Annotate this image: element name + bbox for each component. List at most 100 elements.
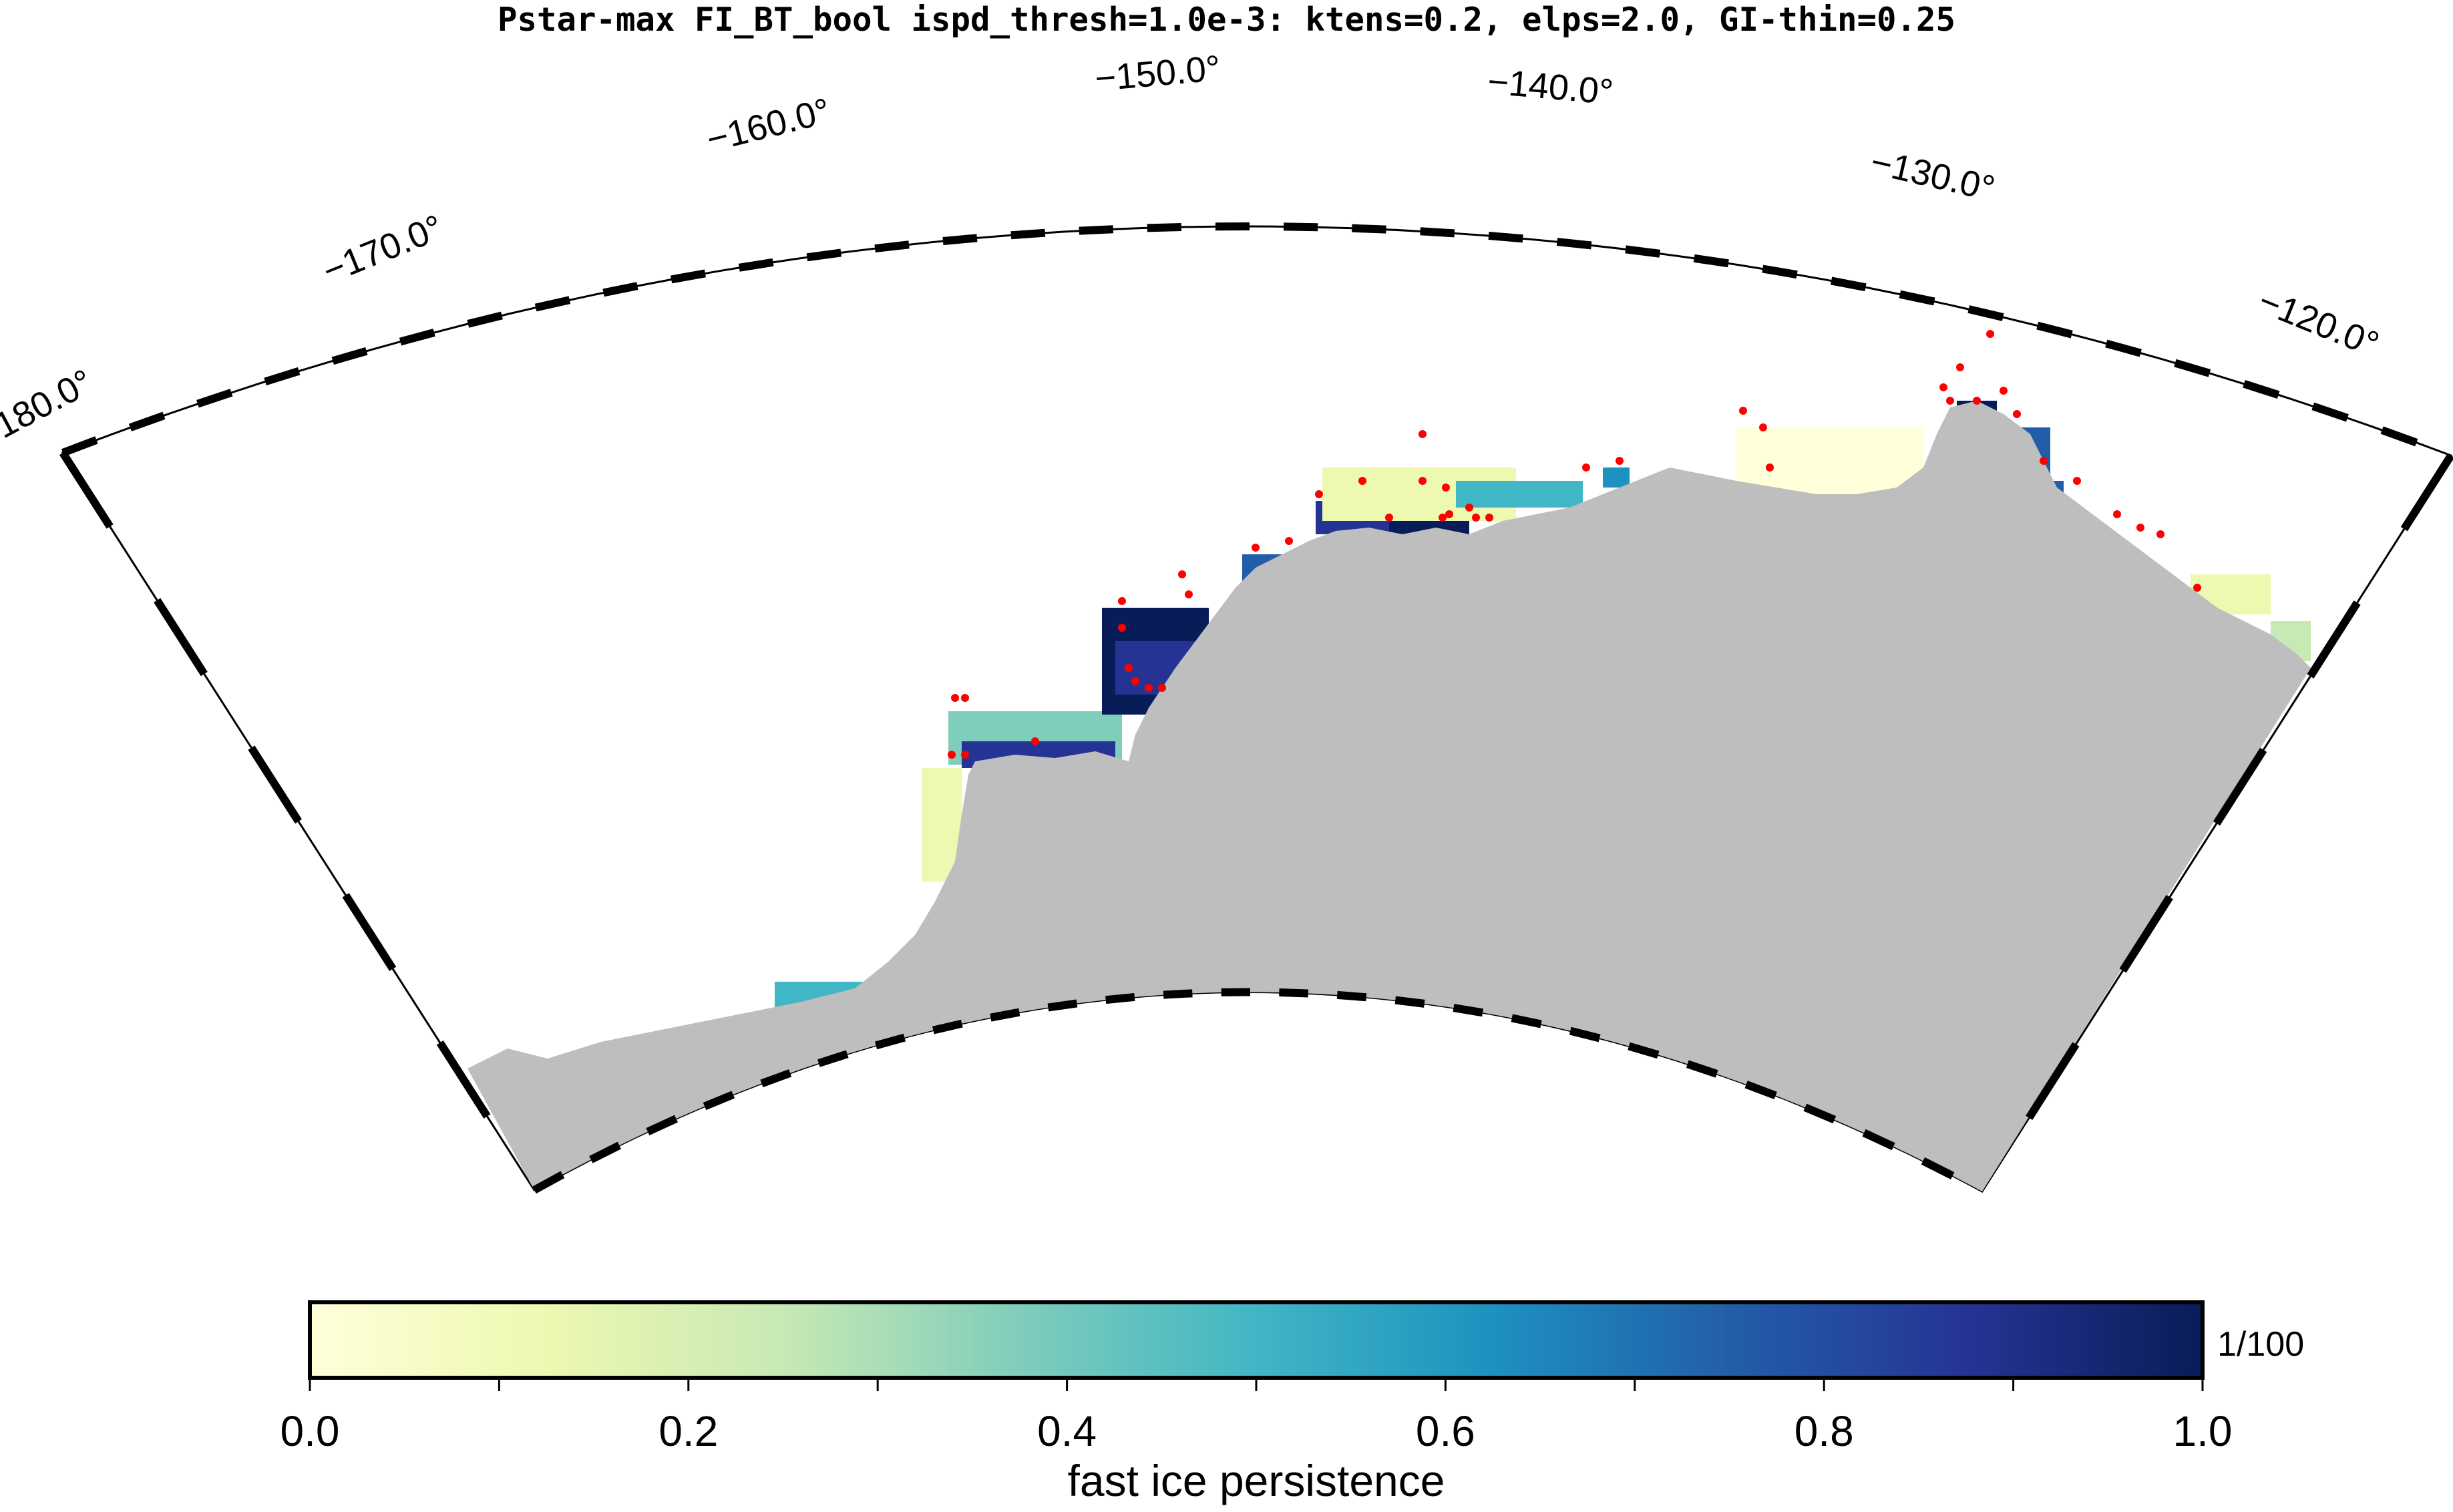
colorbar-axis-label: fast ice persistence <box>1068 1456 1445 1505</box>
grounded-iceberg-marker <box>1956 363 1964 371</box>
grounded-iceberg-marker <box>1385 514 1393 522</box>
grounded-iceberg-marker <box>1358 477 1366 485</box>
frame-segment <box>602 282 638 297</box>
colorbar-tick-label: 0.6 <box>1416 1407 1475 1455</box>
grounded-iceberg-marker <box>951 694 959 702</box>
grounded-iceberg-marker <box>1118 597 1126 605</box>
frame-segment <box>671 269 706 284</box>
grounded-iceberg-marker <box>1465 504 1473 512</box>
frame-segment <box>534 296 571 312</box>
frame-segment <box>1830 276 1867 292</box>
frame-segment <box>1163 989 1193 999</box>
frame-segment <box>806 248 842 262</box>
longitude-label: −170.0° <box>317 207 449 291</box>
grounded-iceberg-marker <box>961 751 969 759</box>
grounded-iceberg-marker <box>1158 684 1166 692</box>
longitude-label: −160.0° <box>703 91 834 160</box>
grounded-iceberg-marker <box>1616 457 1624 465</box>
grounded-iceberg-marker <box>1442 484 1450 492</box>
frame-segment <box>874 240 910 253</box>
frame-segment <box>1283 222 1318 232</box>
frame-segment <box>128 411 166 431</box>
grounded-iceberg-marker <box>2040 457 2048 465</box>
frame-segment <box>1047 999 1078 1012</box>
colorbar-unit-label: 1/100 <box>2217 1325 2304 1364</box>
grounded-iceberg-marker <box>1445 510 1453 518</box>
frame-segment <box>1862 1129 1895 1151</box>
frame-segment <box>817 1050 849 1067</box>
grounded-iceberg-marker <box>2073 477 2081 485</box>
frame-segment <box>2213 747 2267 826</box>
frame-segment <box>196 389 233 408</box>
frame-segment <box>154 598 208 677</box>
grounded-iceberg-marker <box>1178 570 1186 578</box>
grounded-iceberg-marker <box>1582 463 1590 471</box>
grounded-iceberg-marker <box>1439 514 1447 522</box>
frame-segment <box>646 1115 678 1136</box>
colorbar-tick-label: 0.2 <box>658 1407 718 1455</box>
grounded-iceberg-marker <box>1315 490 1323 498</box>
frame-segment <box>59 450 114 529</box>
frame-segment <box>1105 992 1135 1004</box>
frame-segment <box>2036 321 2073 339</box>
frame-segment <box>1803 1103 1837 1124</box>
frame-segment <box>589 1141 622 1163</box>
colorbar: 0.0 0.2 0.4 0.6 0.8 1.0 1/100 fast ice persis… <box>280 1300 2304 1505</box>
frame-segment <box>760 1069 792 1088</box>
colorbar-ramp <box>308 1300 2205 1380</box>
grounded-iceberg-marker <box>1973 397 1981 405</box>
frame-segment <box>1453 1004 1484 1017</box>
frame-segment <box>342 893 397 972</box>
grounded-iceberg-marker <box>1131 677 1139 685</box>
frame-segment <box>532 1171 565 1194</box>
grounded-iceberg-marker <box>1419 477 1427 485</box>
frame-segment <box>932 1019 963 1034</box>
grounded-iceberg-marker <box>1252 544 1260 552</box>
frame-segment <box>2243 380 2280 399</box>
fast-ice-patch <box>1456 481 1583 508</box>
map-frame-border <box>59 222 2453 1194</box>
colorbar-tick-label: 0.0 <box>280 1407 340 1455</box>
grounded-iceberg-marker <box>1939 383 1947 391</box>
frame-segment <box>264 367 301 386</box>
frame-segment <box>1488 232 1523 243</box>
frame-segment <box>1556 238 1592 250</box>
longitude-label: −130.0° <box>1867 142 1999 209</box>
frame-segment <box>1628 1042 1660 1059</box>
longitude-label: −120.0° <box>2253 280 2384 365</box>
frame-segment <box>942 234 978 246</box>
grounded-iceberg-marker <box>1739 407 1747 415</box>
grounded-iceberg-marker <box>2156 530 2164 538</box>
grounded-iceberg-markers <box>948 330 2201 759</box>
frame-segment <box>738 258 774 272</box>
frame-segment <box>1686 1060 1718 1078</box>
grounded-iceberg-marker <box>948 751 956 759</box>
frame-segment <box>1762 264 1798 279</box>
frame-segment <box>1420 227 1455 238</box>
grounded-iceberg-marker <box>1031 737 1039 745</box>
frame-segment <box>2380 426 2418 447</box>
frame-segment <box>2026 1042 2080 1121</box>
grounded-iceberg-marker <box>1766 463 1774 471</box>
colorbar-tick-label: 0.4 <box>1037 1407 1097 1455</box>
frame-segment <box>2400 453 2453 532</box>
map-title: Pstar-max FI_BT_bool ispd_thresh=1.0e-3:… <box>497 1 1956 39</box>
frame-segment <box>1511 1014 1542 1028</box>
frame-segment <box>2105 339 2142 357</box>
grounded-iceberg-marker <box>1759 423 1767 431</box>
frame-segment <box>1625 245 1661 258</box>
grounded-iceberg-marker <box>2113 510 2121 518</box>
colorbar-tick-label: 1.0 <box>2173 1407 2233 1455</box>
frame-segment <box>248 745 303 824</box>
longitude-label: −150.0° <box>1093 48 1222 99</box>
frame-segment <box>467 311 503 328</box>
frame-segment <box>1279 988 1308 998</box>
grounded-iceberg-marker <box>1946 397 1954 405</box>
frame-segment <box>1693 254 1729 268</box>
antarctic-land <box>467 401 2311 1191</box>
grounded-iceberg-marker <box>2000 387 2008 395</box>
grounded-iceberg-marker <box>2013 410 2021 418</box>
grounded-iceberg-marker <box>1285 537 1293 545</box>
grounded-iceberg-marker <box>961 694 969 702</box>
frame-segment <box>436 1040 491 1119</box>
